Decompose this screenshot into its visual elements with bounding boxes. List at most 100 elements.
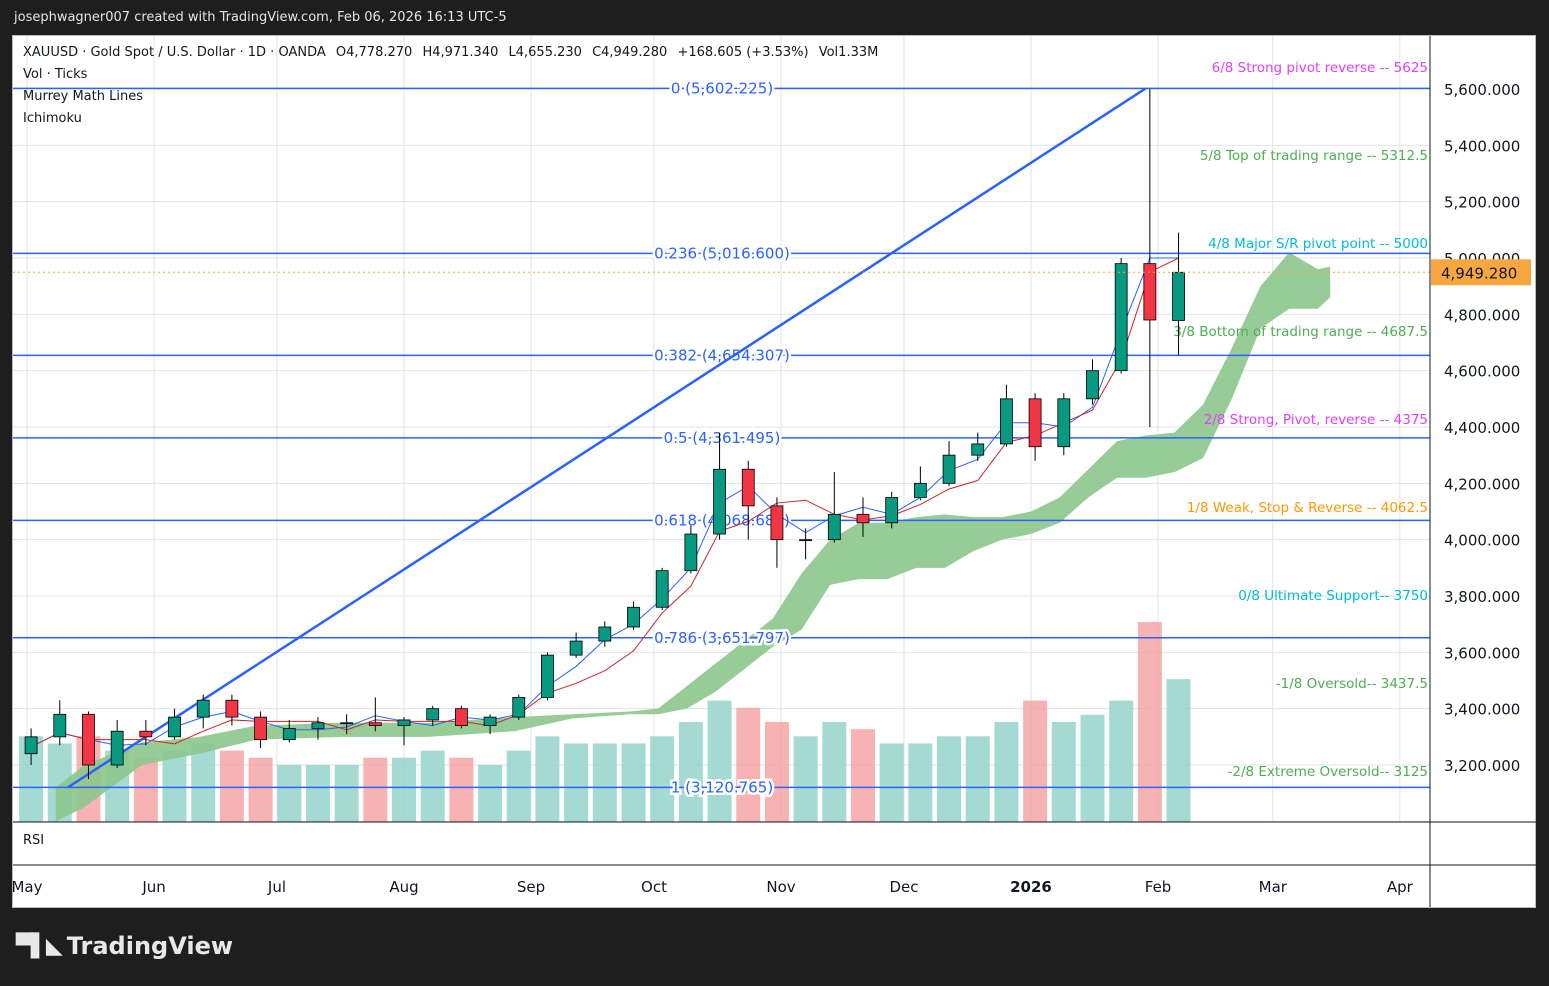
volume-bar (707, 700, 732, 822)
time-tick-label: Nov (766, 878, 795, 896)
change: +168.605 (+3.53%) (677, 45, 809, 60)
volume-bar (678, 722, 703, 822)
candle-body (741, 468, 755, 507)
candle-body (311, 722, 325, 729)
volume-bar (363, 757, 388, 822)
candle-body (1086, 370, 1099, 400)
volume-bar (1080, 714, 1105, 822)
price-tick-label: 3,800.000 (1444, 588, 1520, 606)
murrey-label: 6/8 Strong pivot reverse -- 5625 (1212, 60, 1428, 76)
time-tick-label: Feb (1145, 878, 1172, 896)
ohlc-low: L4,655.230 (508, 45, 582, 60)
murrey-label: 4/8 Major S/R pivot point -- 5000 (1208, 236, 1428, 252)
volume-bar (621, 743, 646, 822)
murrey-label: 5/8 Top of trading range -- 5312.5 (1200, 148, 1428, 164)
time-tick-label: Aug (389, 878, 418, 896)
murrey-label: -1/8 Oversold-- 3437.5 (1276, 676, 1428, 692)
candle-body (1000, 398, 1013, 445)
brand-name: TradingView (66, 932, 234, 960)
volume-bar (449, 757, 474, 822)
candle-body (885, 497, 899, 524)
volume-bar (793, 736, 818, 822)
candle-body (942, 454, 956, 484)
volume-bar (191, 743, 216, 822)
candle-body (53, 713, 67, 738)
price-tick-label: 3,200.000 (1444, 757, 1520, 775)
indicator-vol[interactable]: Vol · Ticks (23, 67, 88, 82)
ohlc-close: C4,949.280 (592, 45, 668, 60)
candle-body (799, 539, 813, 542)
candle-body (168, 716, 181, 738)
candle-body (139, 730, 153, 738)
fib-level-label: 0 (5,602.225) (671, 79, 773, 97)
murrey-label: 2/8 Strong, Pivot, reverse -- 4375 (1204, 412, 1428, 428)
ohlc-open: O4,778.270 (335, 45, 413, 60)
fib-level-label: 0.5 (4,361.495) (664, 429, 781, 447)
candle-body (971, 443, 985, 456)
candle-body (913, 482, 927, 498)
volume-bar (277, 764, 302, 822)
candle-body (512, 697, 526, 718)
volume-bar (564, 743, 589, 822)
fib-level-label: 0.382 (4,654.307) (654, 346, 790, 364)
volume-bar (850, 729, 875, 822)
candle-body (569, 640, 583, 656)
volume-bar (1051, 722, 1076, 822)
time-tick-label: Mar (1259, 878, 1288, 896)
murrey-label: 0/8 Ultimate Support-- 3750 (1238, 588, 1428, 604)
volume-bar (736, 707, 761, 822)
volume-bar (392, 757, 417, 822)
murrey-label: 1/8 Weak, Stop & Reverse -- 4062.5 (1187, 500, 1428, 516)
price-tick-label: 4,800.000 (1444, 306, 1520, 324)
volume-bar (879, 743, 904, 822)
symbol-name[interactable]: XAUUSD · Gold Spot / U.S. Dollar · 1D · … (23, 45, 326, 60)
price-tick-label: 4,000.000 (1444, 532, 1520, 550)
candle-body (1057, 398, 1071, 448)
price-tick-label: 4,400.000 (1444, 419, 1520, 437)
indicator-rsi[interactable]: RSI (23, 833, 45, 848)
candle-body (196, 699, 210, 718)
kijun-line (30, 257, 1179, 748)
candle-body (627, 606, 640, 628)
candle-body (770, 505, 784, 541)
time-tick-label: Jul (267, 878, 286, 896)
volume-bar (994, 722, 1019, 822)
price-tick-label: 5,600.000 (1444, 81, 1520, 99)
caption: josephwagner007 created with TradingView… (14, 10, 507, 25)
candle-body (684, 533, 698, 572)
candle-body (1172, 271, 1185, 321)
price-tick-label: 5,400.000 (1444, 137, 1520, 155)
candle-body (1028, 398, 1042, 448)
candle-body (598, 626, 612, 642)
indicator-murrey[interactable]: Murrey Math Lines (23, 89, 143, 104)
volume-bar (478, 764, 503, 822)
candle-body (655, 570, 669, 608)
volume-bar (822, 722, 847, 822)
ohlc-high: H4,971.340 (422, 45, 499, 60)
price-tick-label: 4,200.000 (1444, 475, 1520, 493)
tenkan-line (30, 257, 1179, 748)
time-tick-label: Apr (1387, 878, 1414, 896)
time-tick-label: Dec (889, 878, 918, 896)
volume-bar (908, 743, 933, 822)
indicator-ichimoku[interactable]: Ichimoku (23, 111, 82, 126)
volume-bar (334, 764, 359, 822)
candle-body (225, 699, 239, 718)
candle-body (454, 708, 468, 726)
volume-bar (592, 743, 617, 822)
fib-level-label: 0.786 (3,651.797) (654, 629, 790, 647)
candle-body (713, 468, 726, 535)
volume-bar (764, 722, 789, 822)
volume-bar (965, 736, 990, 822)
fib-trend-line (67, 87, 1147, 789)
candle-body (1143, 263, 1157, 321)
candle-body (426, 708, 440, 721)
volume: Vol1.33M (818, 45, 879, 60)
volume-bar (937, 736, 962, 822)
tradingview-logo-icon: ▀▌◣ (16, 933, 63, 959)
volume-bar (133, 757, 158, 822)
time-tick-label: May (11, 878, 42, 896)
price-tick-label: 3,400.000 (1444, 701, 1520, 719)
candle-body (1114, 263, 1128, 372)
